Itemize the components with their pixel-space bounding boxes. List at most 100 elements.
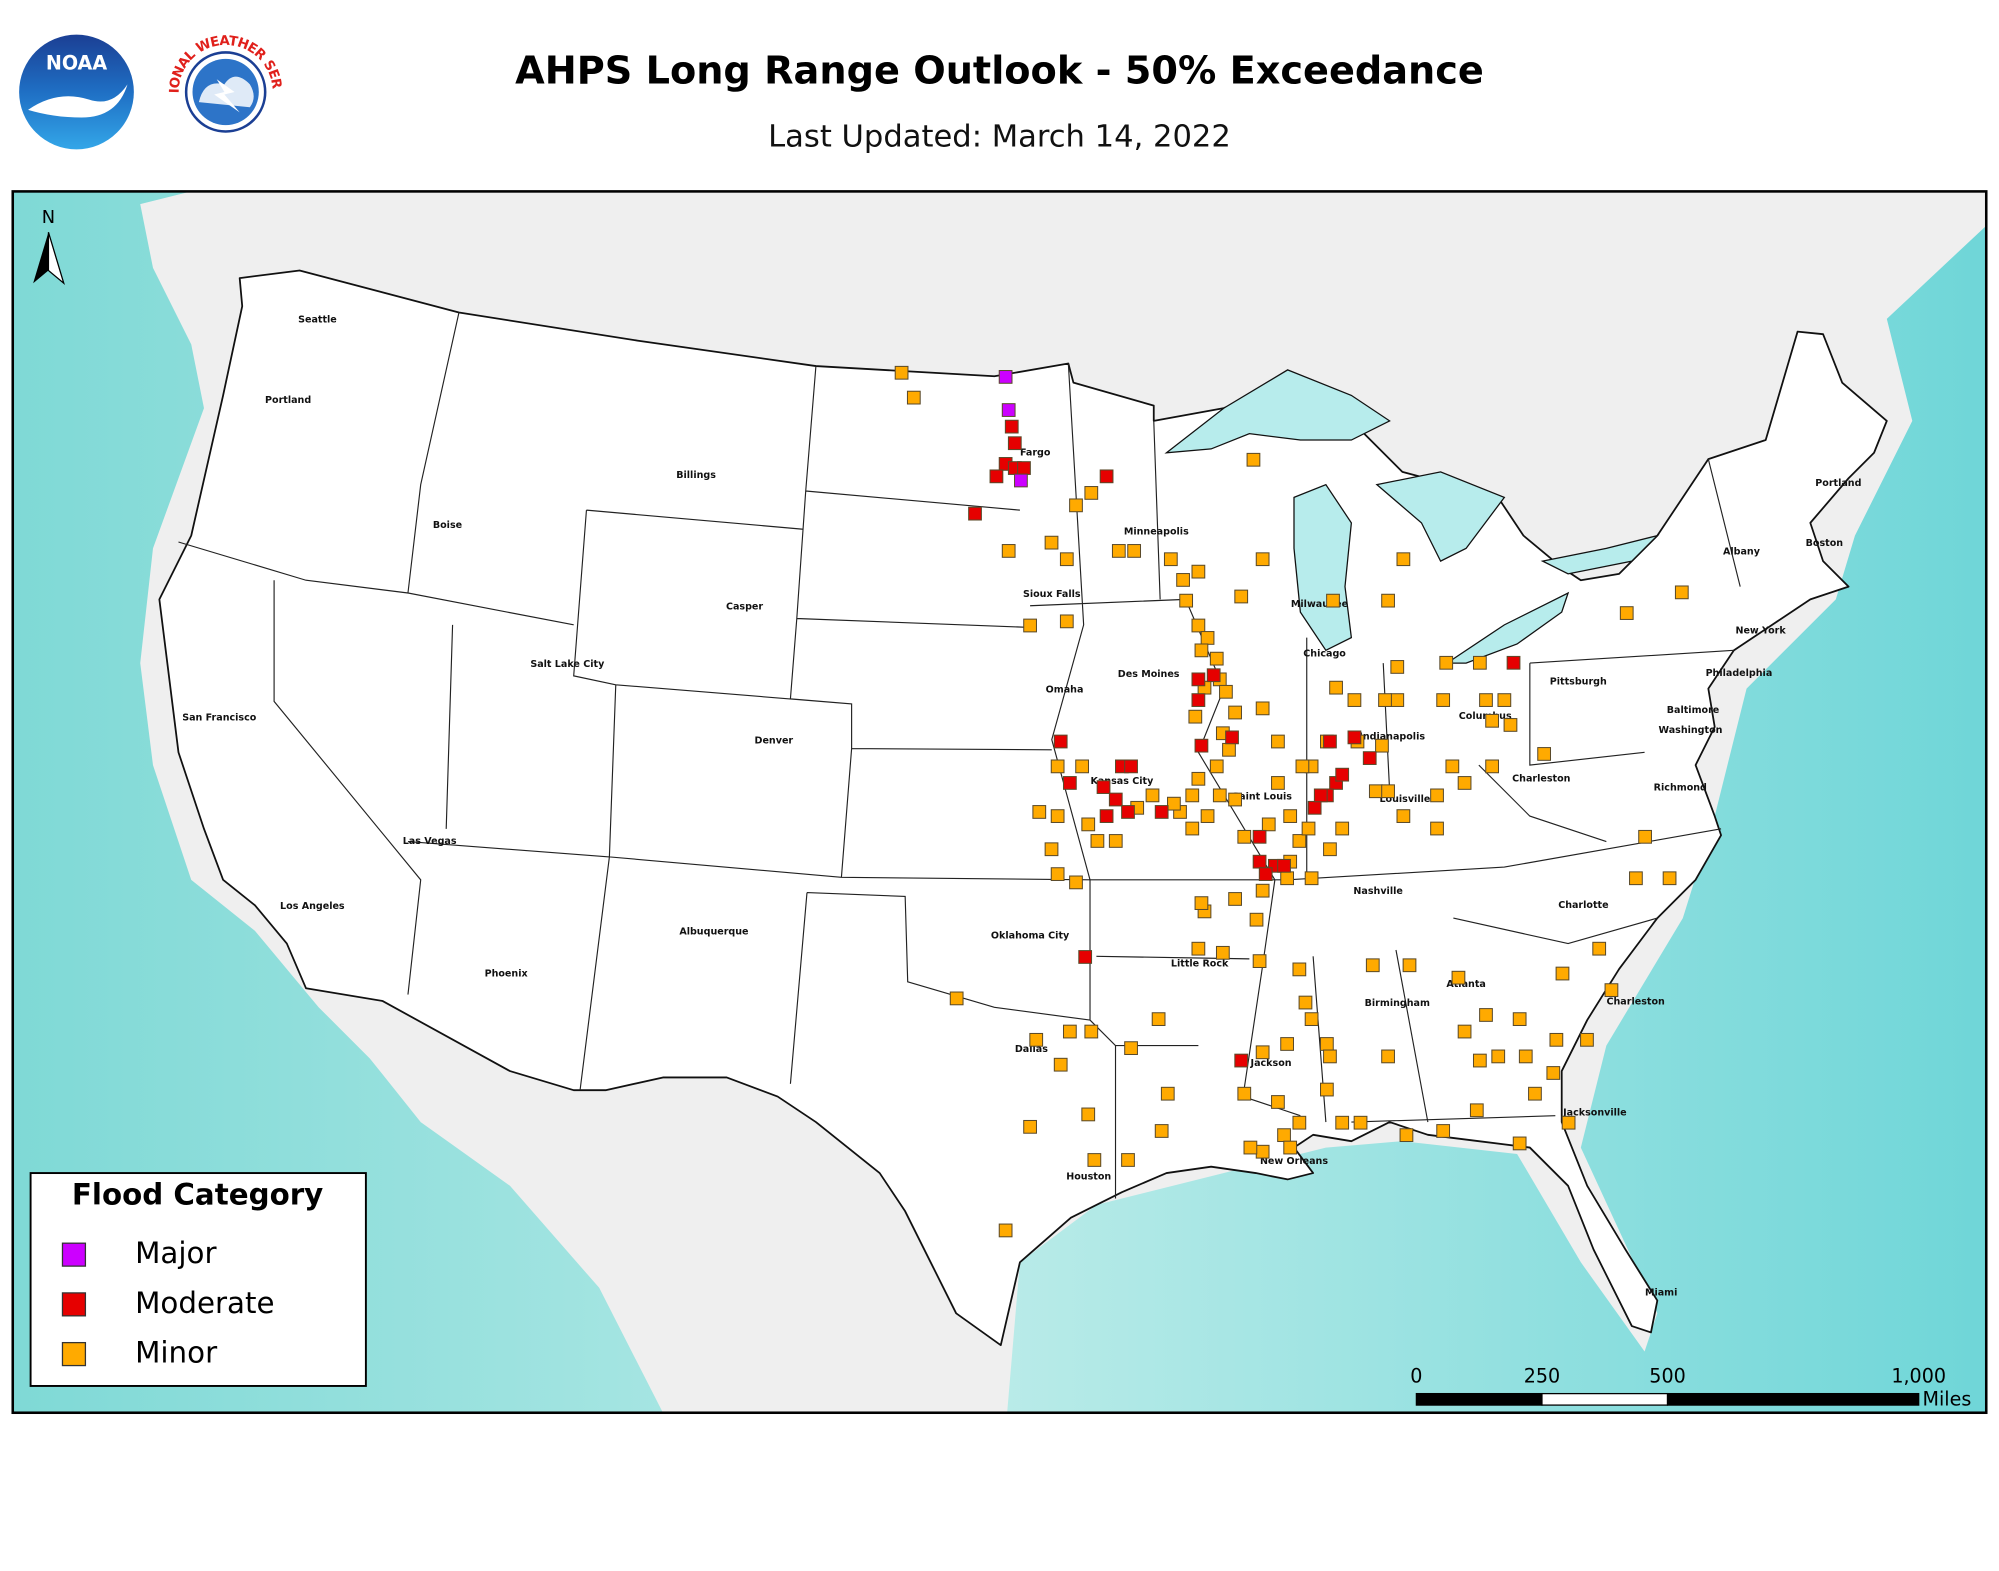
city-label: Jacksonville bbox=[1562, 1108, 1627, 1119]
flood-site bbox=[1001, 403, 1016, 417]
city-labels: Seattle Portland Billings Boise Casper Salt L… bbox=[182, 315, 1861, 1299]
flood-site bbox=[1304, 1012, 1319, 1027]
legend-box bbox=[29, 1172, 367, 1387]
flood-site bbox=[1222, 742, 1236, 757]
flood-site bbox=[1096, 780, 1111, 794]
flood-site bbox=[1390, 660, 1405, 674]
flood-site bbox=[1277, 1128, 1291, 1143]
flood-site bbox=[1081, 817, 1096, 832]
flood-site bbox=[1451, 970, 1466, 985]
city-label: New York bbox=[1735, 626, 1786, 637]
flood-site bbox=[1084, 486, 1099, 500]
flood-site bbox=[1518, 1049, 1533, 1064]
flood-site bbox=[1185, 821, 1200, 836]
city-label: Dallas bbox=[1015, 1044, 1048, 1055]
city-label: Pittsburgh bbox=[1550, 677, 1607, 688]
flood-site bbox=[1191, 618, 1206, 633]
legend-swatch bbox=[61, 1341, 87, 1367]
flood-site bbox=[1228, 705, 1242, 720]
legend-swatch bbox=[61, 1242, 87, 1267]
flood-site bbox=[1053, 1057, 1068, 1072]
city-label: Louisville bbox=[1379, 794, 1430, 805]
flood-site bbox=[1050, 809, 1065, 823]
flood-site bbox=[1277, 858, 1291, 873]
city-label: Des Moines bbox=[1118, 669, 1180, 680]
flood-site bbox=[1167, 796, 1181, 811]
flood-site bbox=[1160, 1086, 1175, 1101]
flood-site bbox=[1145, 788, 1160, 803]
flood-site bbox=[1108, 834, 1123, 848]
flood-site bbox=[1252, 954, 1267, 968]
flood-site bbox=[1127, 544, 1142, 558]
city-label: Albany bbox=[1723, 547, 1761, 558]
flood-site bbox=[1188, 709, 1203, 724]
flood-site bbox=[1087, 1153, 1102, 1167]
flood-site bbox=[1329, 680, 1343, 695]
flood-site bbox=[1491, 1049, 1506, 1064]
flood-site bbox=[1365, 958, 1380, 973]
flood-site bbox=[1503, 718, 1518, 732]
flood-site bbox=[1402, 958, 1417, 973]
flood-site bbox=[1353, 1115, 1368, 1130]
flood-site bbox=[1185, 788, 1200, 803]
flood-site bbox=[1347, 730, 1362, 745]
flood-site bbox=[968, 506, 982, 521]
flood-site bbox=[1292, 834, 1307, 848]
city-label: Las Vegas bbox=[403, 836, 457, 847]
legend-swatch bbox=[61, 1292, 87, 1317]
flood-site bbox=[1472, 655, 1487, 670]
flood-site bbox=[1674, 585, 1689, 600]
city-label: Miami bbox=[1645, 1287, 1677, 1298]
noaa-logo-text: NOAA bbox=[46, 51, 108, 74]
flood-site bbox=[1206, 668, 1221, 683]
flood-site bbox=[1108, 792, 1123, 807]
flood-site bbox=[1099, 469, 1114, 484]
city-label: Seattle bbox=[298, 315, 337, 326]
flood-site bbox=[1176, 573, 1190, 587]
flood-site bbox=[1121, 1153, 1135, 1167]
legend-title: Flood Category bbox=[72, 1178, 323, 1212]
city-label: Indianapolis bbox=[1359, 732, 1425, 743]
flood-site bbox=[1124, 1041, 1138, 1056]
city-label: Omaha bbox=[1046, 684, 1084, 695]
scale-label: 500 bbox=[1649, 1365, 1685, 1388]
city-label: Portland bbox=[1815, 478, 1861, 489]
flood-site bbox=[1124, 759, 1138, 774]
flood-site bbox=[1163, 552, 1178, 567]
flood-site bbox=[1111, 544, 1126, 558]
city-label: Minneapolis bbox=[1124, 526, 1189, 537]
flood-site bbox=[1439, 655, 1454, 670]
flood-site bbox=[1292, 962, 1307, 977]
city-label: Sioux Falls bbox=[1023, 589, 1081, 600]
flood-site bbox=[1053, 734, 1068, 749]
flood-site bbox=[1237, 1086, 1252, 1101]
flood-site bbox=[1320, 1037, 1334, 1051]
flood-site bbox=[1228, 892, 1242, 906]
flood-site bbox=[1549, 1032, 1564, 1047]
flood-site bbox=[1154, 1124, 1169, 1138]
scale-segment bbox=[1666, 1392, 1920, 1406]
flood-site bbox=[1592, 941, 1607, 956]
flood-site bbox=[1237, 829, 1252, 844]
flood-site bbox=[1280, 1037, 1294, 1051]
flood-site bbox=[1638, 829, 1652, 844]
flood-site bbox=[1234, 1053, 1249, 1068]
flood-site bbox=[1228, 792, 1242, 807]
state-lines bbox=[178, 312, 1741, 1199]
flood-site bbox=[1121, 805, 1135, 819]
flood-site bbox=[1050, 867, 1065, 881]
city-label: Portland bbox=[265, 395, 311, 406]
map-frame bbox=[11, 190, 1988, 1415]
flood-site bbox=[1368, 784, 1383, 799]
flood-site bbox=[1280, 871, 1294, 886]
city-label: Chicago bbox=[1303, 649, 1346, 660]
flood-site bbox=[1390, 693, 1405, 707]
flood-site bbox=[1506, 655, 1521, 670]
flood-site bbox=[1215, 945, 1230, 960]
flood-site bbox=[1555, 966, 1570, 981]
flood-site bbox=[1194, 738, 1209, 753]
legend-label: Major bbox=[135, 1236, 217, 1270]
city-label: Kansas City bbox=[1090, 776, 1154, 787]
flood-site bbox=[1243, 1140, 1258, 1155]
